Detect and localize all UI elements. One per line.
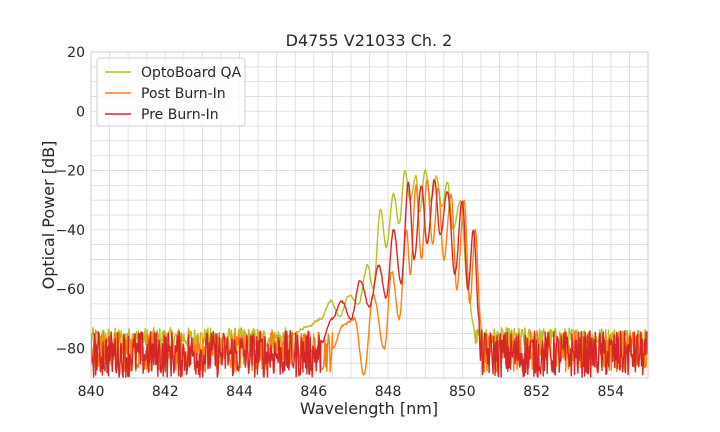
x-tick-label: 844 xyxy=(226,384,253,400)
y-tick-label: 20 xyxy=(67,45,85,61)
chart-title: D4755 V21033 Ch. 2 xyxy=(286,31,453,50)
series-layer xyxy=(91,169,648,378)
plot-frame xyxy=(90,51,649,379)
y-tick-label: −60 xyxy=(55,282,85,298)
legend-entry: Pre Burn-In xyxy=(141,107,219,123)
legend-entry: OptoBoard QA xyxy=(141,65,242,81)
series-line-1 xyxy=(91,178,648,376)
x-tick-label: 846 xyxy=(300,384,327,400)
series-line-2 xyxy=(91,179,648,378)
x-tick-label: 852 xyxy=(523,384,550,400)
x-tick-label: 850 xyxy=(449,384,476,400)
tick-labels: 840 842 844 846 848 850 852 854 20 0 −20 −40 −60 −80 xyxy=(55,45,624,400)
x-tick-label: 854 xyxy=(597,384,624,400)
legend-box xyxy=(96,57,246,127)
y-tick-label: −20 xyxy=(55,164,85,180)
y-tick-label: −40 xyxy=(55,223,85,239)
legend-entry: Post Burn-In xyxy=(141,86,226,102)
x-tick-label: 840 xyxy=(78,384,105,400)
x-axis-label: Wavelength [nm] xyxy=(300,399,438,418)
x-tick-label: 848 xyxy=(375,384,402,400)
y-tick-label: 0 xyxy=(76,104,85,120)
x-tick-label: 842 xyxy=(152,384,179,400)
y-tick-label: −80 xyxy=(55,341,85,357)
y-axis-label: Optical Power [dB] xyxy=(39,141,58,290)
legend: OptoBoard QA Post Burn-In Pre Burn-In xyxy=(96,57,246,127)
